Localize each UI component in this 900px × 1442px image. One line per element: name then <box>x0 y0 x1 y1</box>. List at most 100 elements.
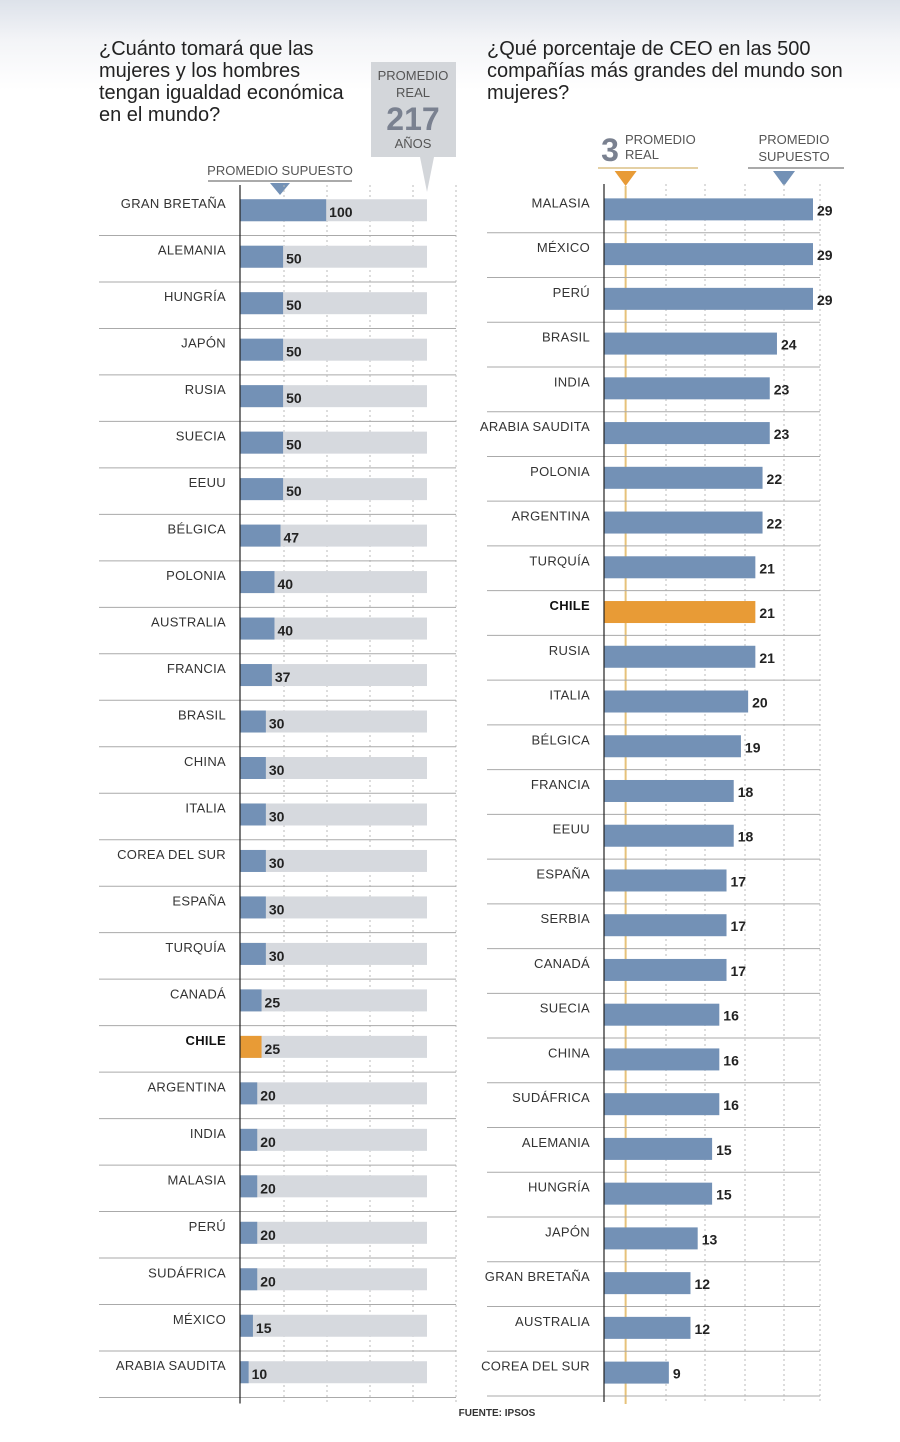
chart1-category-label: SUECIA <box>176 429 226 444</box>
chart1-track <box>240 1082 427 1105</box>
chart2-category-label: TURQUÍA <box>529 553 590 568</box>
chart2-bar <box>604 1272 691 1295</box>
chart1-category-label: POLONIA <box>166 568 226 583</box>
chart1-track <box>240 292 427 315</box>
chart1-track <box>240 338 427 361</box>
chart2-bar <box>604 1003 720 1026</box>
chart1-bar <box>240 571 275 594</box>
chart2-bar <box>604 377 770 400</box>
chart1-track <box>240 1361 427 1384</box>
chart1-bar <box>240 338 284 361</box>
chart1-track <box>240 757 427 779</box>
chart2-bar <box>604 1227 698 1250</box>
chart1-bar <box>240 199 327 222</box>
chart1-value-label: 30 <box>269 808 285 824</box>
chart2-category-label: SERBIA <box>541 911 591 926</box>
chart2-value-label: 15 <box>716 1187 732 1203</box>
chart1-track <box>240 617 427 640</box>
chart1-value-label: 30 <box>269 855 285 871</box>
chart2-assumed-average-label-1: PROMEDIO <box>759 132 830 147</box>
chart1-category-label: COREA DEL SUR <box>117 847 226 862</box>
chart1-bar <box>240 431 284 454</box>
chart1-category-label: RUSIA <box>185 382 226 397</box>
chart2-real-average-label-1: PROMEDIO <box>625 132 696 147</box>
chart2-value-label: 12 <box>694 1276 710 1292</box>
chart1-category-label: PERÚ <box>189 1219 226 1234</box>
chart1-track <box>240 803 427 826</box>
chart1-value-label: 37 <box>275 669 291 685</box>
chart1-track <box>240 1268 427 1291</box>
chart1-category-label: ESPAÑA <box>172 893 226 908</box>
chart2-value-label: 16 <box>723 1052 739 1068</box>
chart2-value-label: 21 <box>759 560 775 576</box>
chart1-track <box>240 1175 427 1198</box>
chart2-bar <box>604 466 763 489</box>
chart2-value-label: 18 <box>738 784 754 800</box>
chart1-bar <box>240 710 266 733</box>
chart2-value-label: 22 <box>767 471 783 487</box>
assumed-average-label: PROMEDIO SUPUESTO <box>207 163 353 178</box>
chart2-value-label: 21 <box>759 605 775 621</box>
chart2-bar <box>604 735 741 758</box>
chart1-value-label: 20 <box>260 1227 276 1243</box>
chart1-bar <box>240 942 266 965</box>
chart2-category-label: ARGENTINA <box>511 509 590 524</box>
chart1-value-label: 40 <box>277 623 293 639</box>
chart1-value-label: 50 <box>286 344 302 360</box>
chart2-bar <box>604 1093 720 1116</box>
chart1-bar <box>240 1082 258 1105</box>
chart1-value-label: 25 <box>265 1041 281 1057</box>
real-average-box <box>371 62 456 192</box>
chart1-track <box>240 849 427 872</box>
chart2-bar <box>604 1137 713 1160</box>
chart1-bar <box>240 1221 258 1244</box>
chart2-assumed-average-label-2: SUPUESTO <box>758 149 829 164</box>
chart1-track <box>240 524 427 547</box>
chart1-category-label: EEUU <box>189 475 226 490</box>
chart1-category-label: GRAN BRETAÑA <box>121 196 226 211</box>
chart2-value-label: 29 <box>817 247 833 263</box>
chart1-value-label: 20 <box>260 1087 276 1103</box>
chart2-value-label: 18 <box>738 829 754 845</box>
chart1-value-label: 50 <box>286 251 302 267</box>
chart2-value-label: 15 <box>716 1142 732 1158</box>
chart2-value-label: 12 <box>694 1321 710 1337</box>
chart2-value-label: 29 <box>817 202 833 218</box>
chart1-bar <box>240 617 275 640</box>
chart1-category-label: HUNGRÍA <box>164 289 226 304</box>
chart1-track <box>240 710 427 733</box>
chart1-value-label: 30 <box>269 716 285 732</box>
chart2-value-label: 16 <box>723 1008 739 1024</box>
chart1-category-label: ALEMANIA <box>158 243 226 258</box>
chart1-bar <box>240 1361 249 1384</box>
chart1-bar <box>240 849 266 872</box>
chart1-bar <box>240 478 284 501</box>
chart1-value-label: 30 <box>269 901 285 917</box>
chart1-category-label: TURQUÍA <box>165 940 226 955</box>
chart1-track <box>240 942 427 965</box>
chart2-bar <box>604 914 727 937</box>
chart2-category-label: BRASIL <box>542 330 590 345</box>
chart2-bar <box>604 645 756 668</box>
chart2-bar <box>604 1316 691 1339</box>
chart1-value-label: 20 <box>260 1273 276 1289</box>
chart1-category-label: INDIA <box>190 1126 226 1141</box>
chart2-bar <box>604 332 777 355</box>
chart2-category-label: CHINA <box>548 1045 590 1060</box>
chart1-value-label: 25 <box>265 994 281 1010</box>
chart1-value-label: 30 <box>269 762 285 778</box>
chart2-bar <box>604 869 727 892</box>
chart2-category-label: EEUU <box>553 822 590 837</box>
chart1-bar <box>240 1314 253 1337</box>
source-note: FUENTE: IPSOS <box>459 1408 536 1419</box>
chart2-bar <box>604 287 813 310</box>
chart1-bar <box>240 385 284 408</box>
chart2-value-label: 13 <box>702 1231 718 1247</box>
real-average-value: 217 <box>386 101 439 137</box>
chart2-category-label: MALASIA <box>532 195 590 210</box>
chart2-bar <box>604 824 734 847</box>
chart2-value-label: 23 <box>774 381 790 397</box>
chart1-track <box>240 896 427 919</box>
chart2-real-average-value: 3 <box>601 132 619 168</box>
